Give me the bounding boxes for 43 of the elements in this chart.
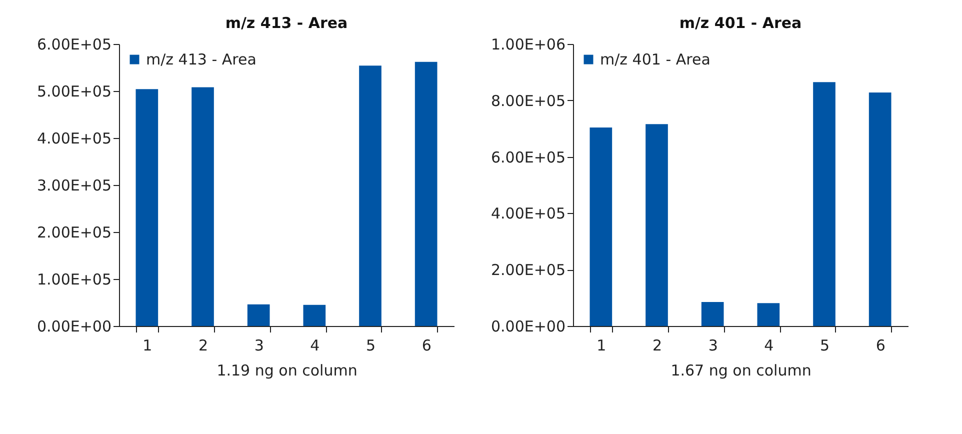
bar [646,124,668,326]
x-tick-label: 4 [310,336,320,354]
bar [590,127,612,326]
x-tick-label: 1 [596,336,606,354]
bar [868,92,892,326]
bar [757,303,780,326]
x-tick-label: 2 [652,336,662,354]
y-tick-label: 0.00E+00 [490,318,566,336]
y-tick-label: 4.00E+05 [36,130,112,148]
bar [192,87,214,326]
x-tick-label: 4 [764,336,774,354]
y-tick-label: 1.00E+05 [36,270,112,288]
y-tick-label: 8.00E+05 [490,92,566,110]
x-tick-label: 6 [422,336,432,354]
legend-label: m/z 401 - Area [600,50,710,68]
bar [136,89,158,326]
bar [303,304,326,326]
y-tick-label: 6.00E+05 [490,148,566,166]
legend-label: m/z 413 - Area [146,50,256,68]
y-tick-label: 4.00E+05 [490,204,566,223]
x-axis-title: 1.67 ng on column [670,362,812,380]
x-tick-label: 2 [198,336,208,354]
x-tick-label: 1 [142,336,152,354]
x-tick-label: 6 [876,336,886,354]
chart-title: m/z 413 - Area [225,14,348,32]
y-tick-label: 6.00E+05 [36,36,112,54]
y-tick-label: 3.00E+05 [36,176,112,194]
bar [247,304,270,326]
bar [813,82,836,326]
bar [701,302,724,326]
chart-title: m/z 401 - Area [679,14,802,32]
y-tick-label: 0.00E+00 [36,318,112,336]
x-tick-label: 5 [366,336,376,354]
x-tick-label: 3 [254,336,264,354]
bar [414,62,438,326]
y-tick-label: 1.00E+06 [490,36,566,54]
x-tick-label: 3 [708,336,718,354]
x-tick-label: 5 [820,336,830,354]
x-axis-title: 1.19 ng on column [216,362,358,380]
y-tick-label: 2.00E+05 [36,224,112,242]
bar [359,66,382,326]
y-tick-label: 5.00E+05 [36,82,112,100]
y-tick-label: 2.00E+05 [490,261,566,280]
